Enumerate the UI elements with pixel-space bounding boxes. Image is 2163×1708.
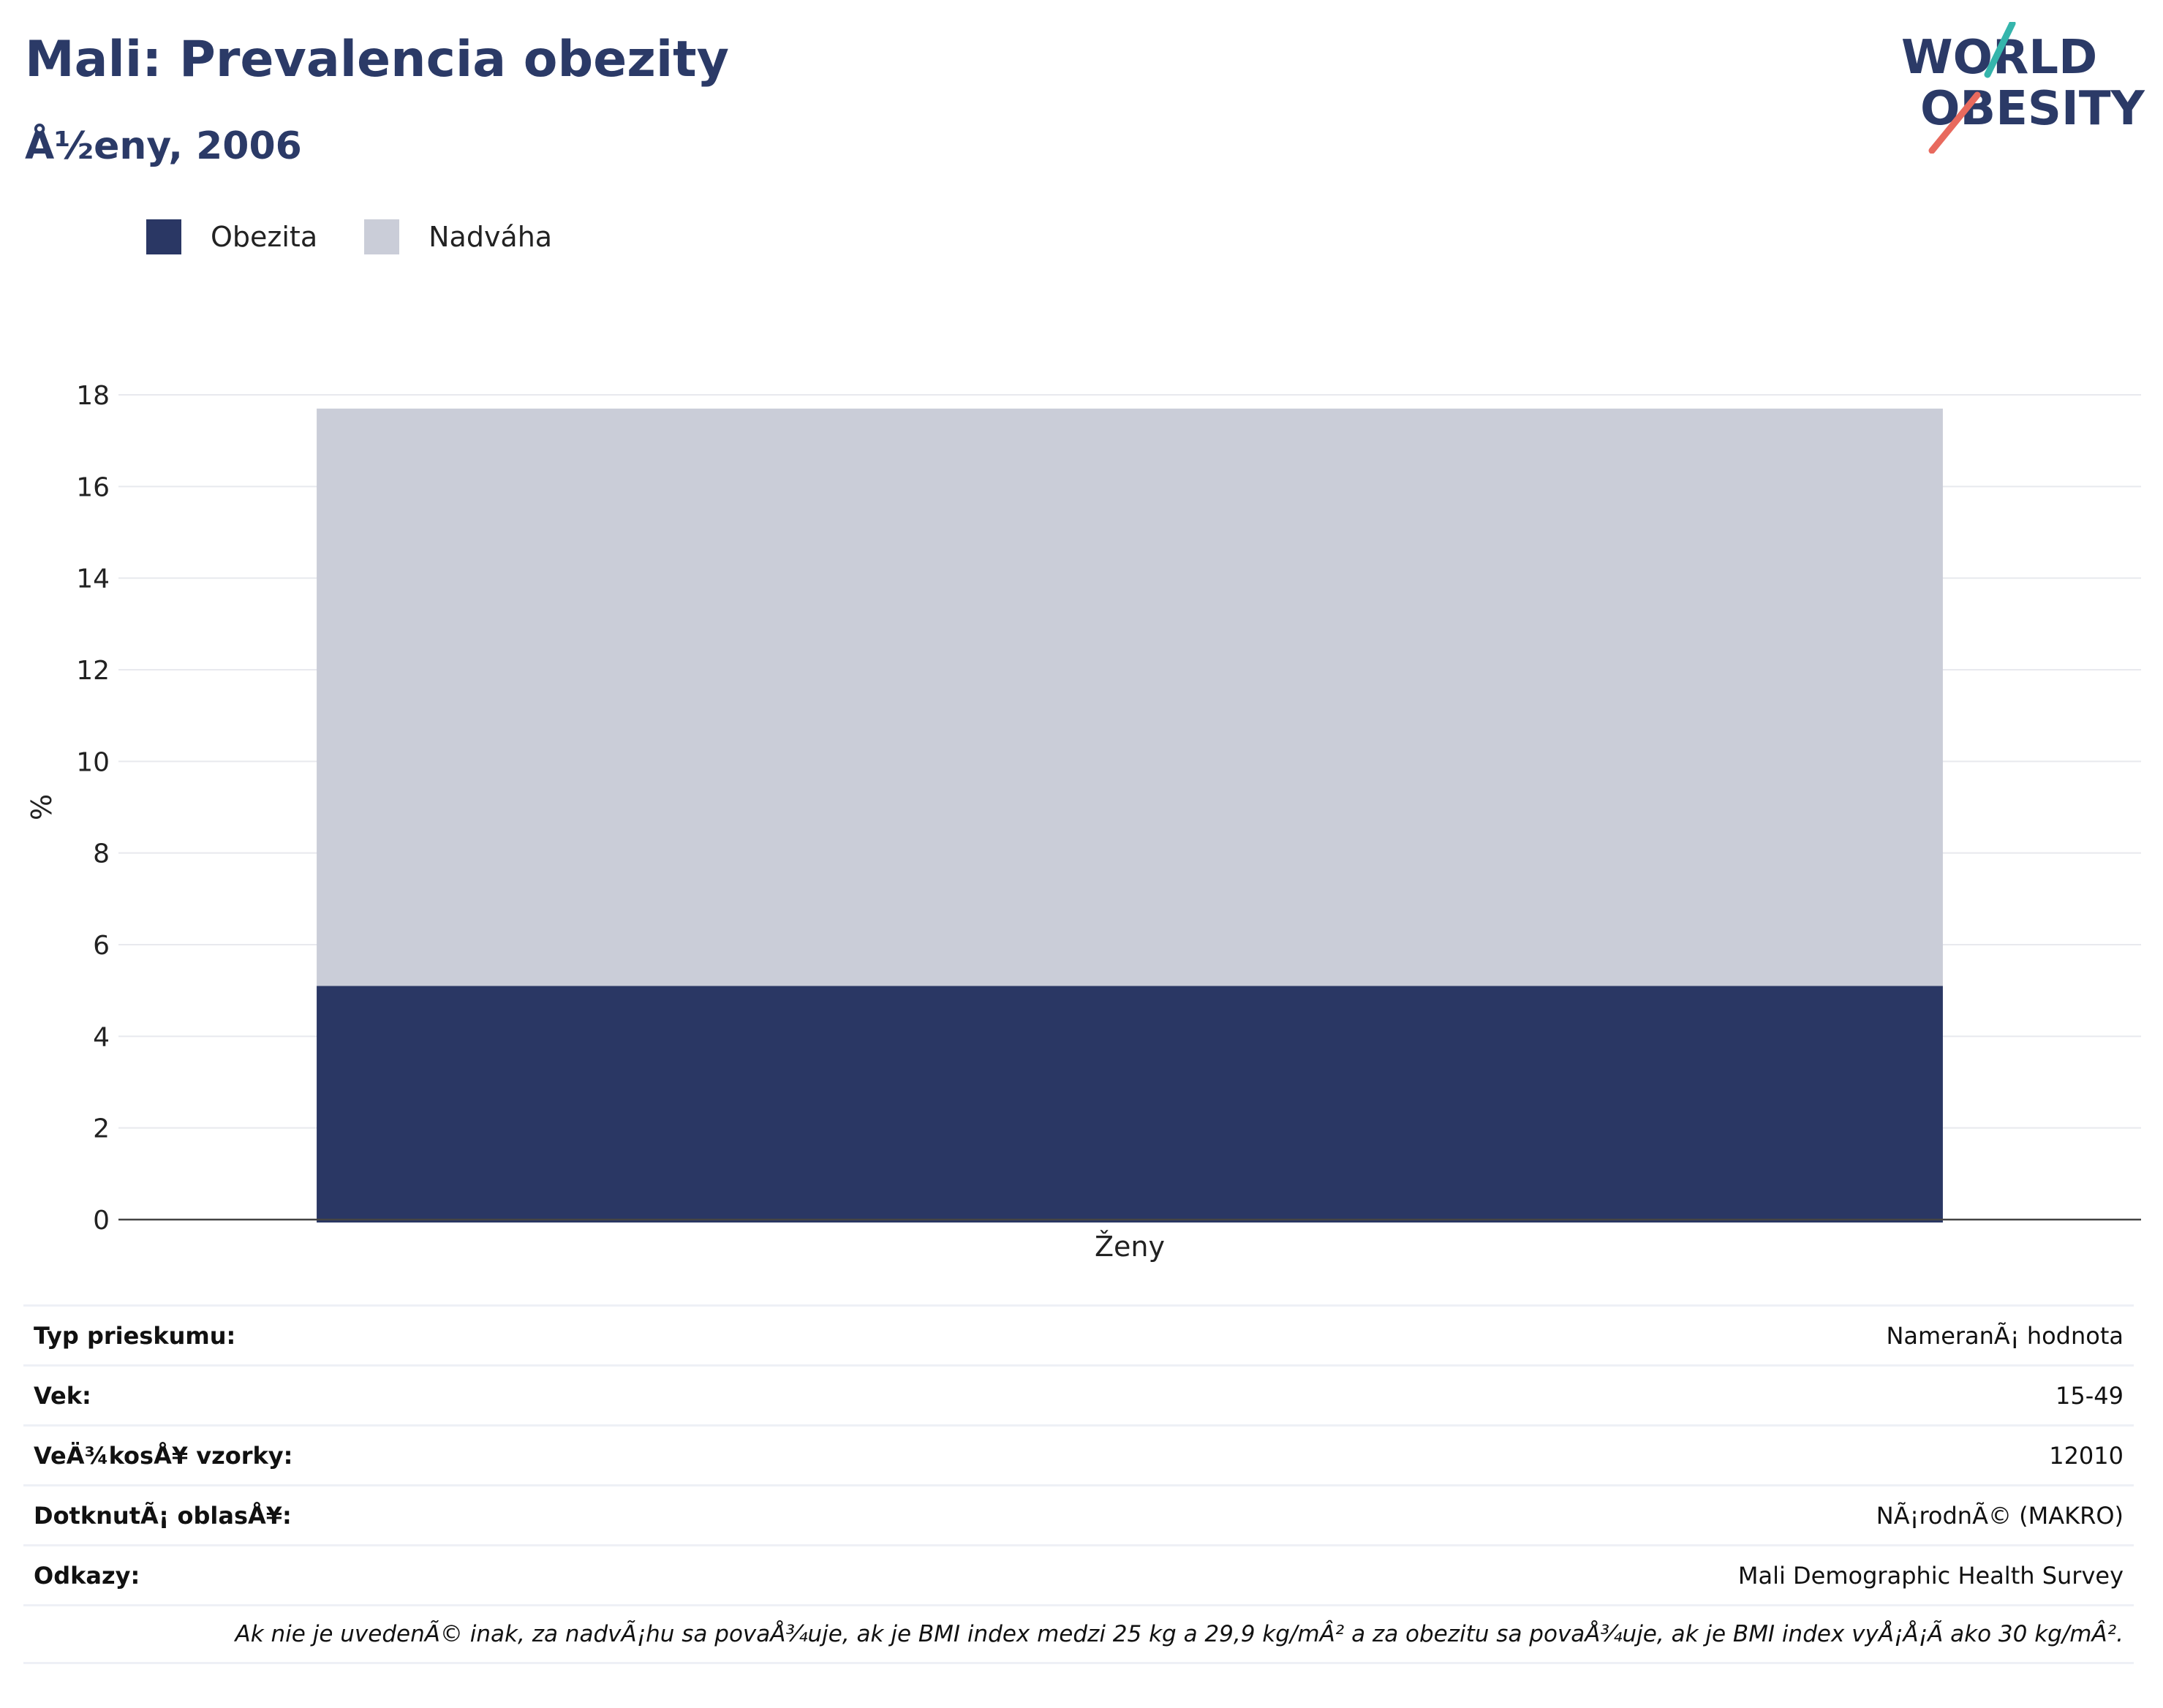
info-value: 12010 — [2049, 1441, 2124, 1470]
info-value: NÃ¡rodnÃ© (MAKRO) — [1876, 1501, 2124, 1530]
legend-label-nadvaha: Nadváha — [429, 221, 553, 253]
logo-coral-stroke — [1928, 91, 1981, 154]
y-axis-label: % — [26, 794, 58, 820]
logo-teal-stroke — [1984, 22, 2016, 78]
legend-label-obezita: Obezita — [211, 221, 318, 253]
y-tick-label: 4 — [93, 1022, 110, 1052]
y-tick-label: 16 — [76, 472, 110, 502]
legend-swatch-nadvaha — [364, 219, 400, 254]
info-label: Odkazy: — [34, 1561, 140, 1590]
info-label: DotknutÃ¡ oblasÅ¥: — [34, 1501, 292, 1530]
info-row-area: DotknutÃ¡ oblasÅ¥: NÃ¡rodnÃ© (MAKRO) — [23, 1484, 2134, 1544]
chart-title: Mali: Prevalencia obezity — [25, 31, 729, 88]
legend: Obezita Nadváha — [146, 216, 599, 257]
y-tick-label: 10 — [76, 747, 110, 777]
info-row-survey-type: Typ prieskumu: NameranÃ¡ hodnota — [23, 1304, 2134, 1364]
info-value: 15-49 — [2056, 1381, 2124, 1410]
y-tick-label: 6 — [93, 931, 110, 961]
info-value: Mali Demographic Health Survey — [1737, 1561, 2124, 1590]
y-tick-label: 12 — [76, 656, 110, 686]
y-tick-label: 14 — [76, 564, 110, 594]
bmi-definition-note: Ak nie je uvedenÃ© inak, za nadvÃ¡hu sa … — [23, 1604, 2134, 1664]
info-row-sample-size: VeÄ¾kosÅ¥ vzorky: 12010 — [23, 1424, 2134, 1484]
bar-obezita — [317, 986, 1943, 1223]
logo-word-obesity: OBESITY — [1920, 82, 2145, 136]
x-tick-label: Ženy — [1095, 1231, 1165, 1263]
info-label: Typ prieskumu: — [34, 1321, 236, 1350]
survey-info-table: Typ prieskumu: NameranÃ¡ hodnota Vek: 15… — [23, 1304, 2134, 1664]
world-obesity-logo: WORLD OBESITY — [1901, 22, 2145, 154]
legend-item-obezita[interactable]: Obezita — [146, 219, 317, 254]
chart-subtitle: Å½eny, 2006 — [25, 124, 302, 168]
legend-swatch-obezita — [146, 219, 181, 254]
y-tick-label: 18 — [76, 381, 110, 411]
info-label: VeÄ¾kosÅ¥ vzorky: — [34, 1441, 293, 1470]
bar-chart: 0 2 4 6 8 10 12 14 16 18 Ženy% — [26, 381, 2141, 1263]
y-tick-label: 8 — [93, 839, 110, 869]
y-tick-label: 0 — [93, 1206, 110, 1236]
legend-item-nadvaha[interactable]: Nadváha — [364, 219, 552, 254]
info-row-age: Vek: 15-49 — [23, 1364, 2134, 1424]
info-row-references: Odkazy: Mali Demographic Health Survey — [23, 1544, 2134, 1604]
y-tick-label: 2 — [93, 1114, 110, 1144]
info-label: Vek: — [34, 1381, 91, 1410]
bar-nadv-ha — [317, 408, 1943, 986]
info-value: NameranÃ¡ hodnota — [1886, 1321, 2124, 1350]
